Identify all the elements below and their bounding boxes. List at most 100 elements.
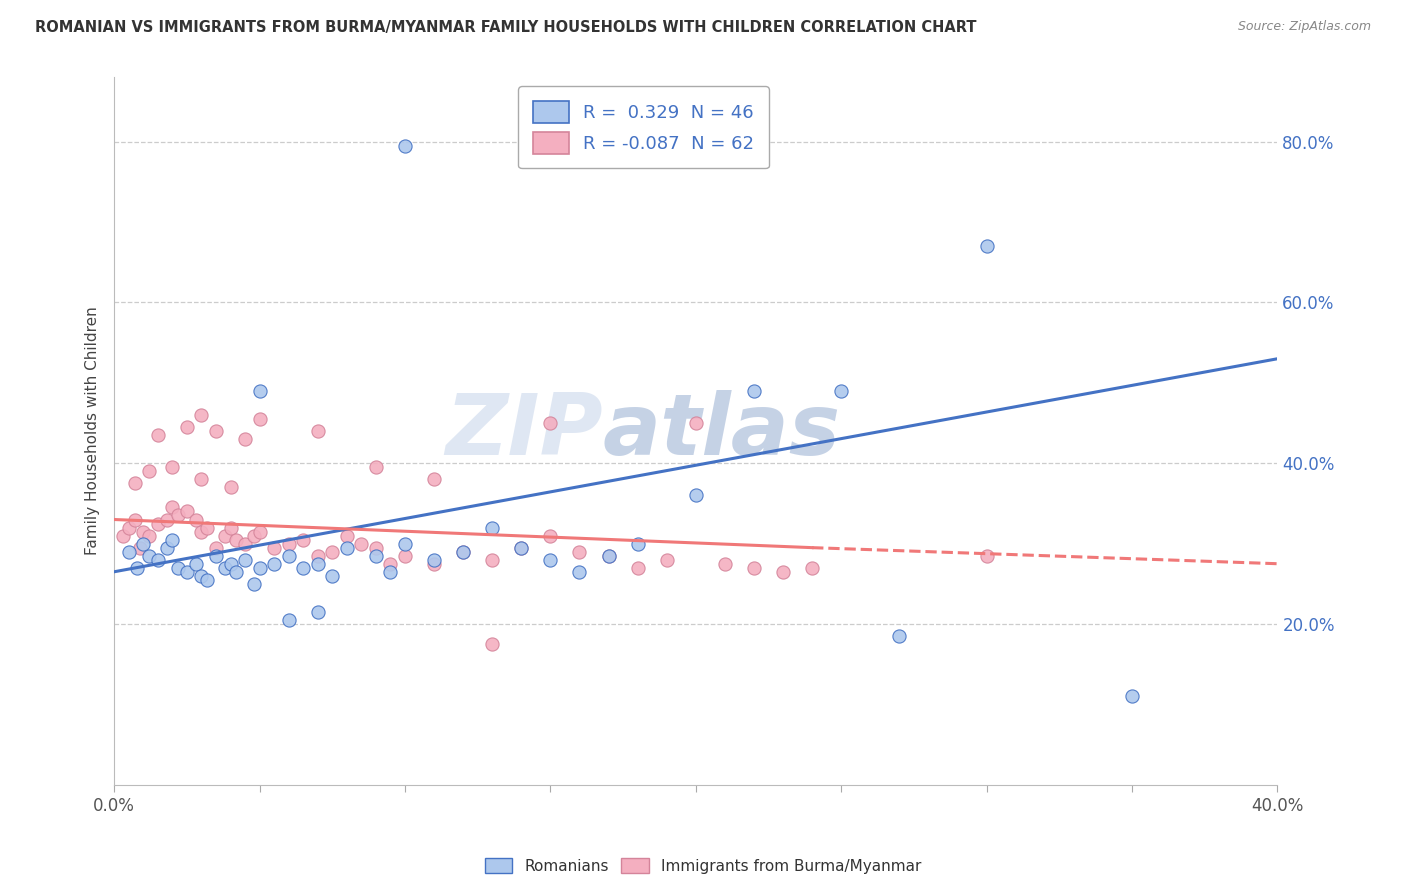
Point <box>307 605 329 619</box>
Point <box>219 520 242 534</box>
Point <box>176 565 198 579</box>
Point <box>132 536 155 550</box>
Point <box>451 544 474 558</box>
Point <box>627 536 650 550</box>
Point <box>538 552 561 566</box>
Point <box>801 560 824 574</box>
Point <box>510 541 533 555</box>
Point <box>423 557 446 571</box>
Point <box>155 512 177 526</box>
Point <box>138 549 160 563</box>
Point <box>118 544 141 558</box>
Point <box>742 384 765 398</box>
Point <box>336 528 359 542</box>
Point <box>568 565 591 579</box>
Point <box>132 524 155 539</box>
Point <box>190 568 212 582</box>
Point <box>242 576 264 591</box>
Point <box>364 541 387 555</box>
Point <box>155 541 177 555</box>
Point <box>538 416 561 430</box>
Point <box>124 512 146 526</box>
Point <box>118 520 141 534</box>
Point <box>124 476 146 491</box>
Point <box>321 544 343 558</box>
Point <box>742 560 765 574</box>
Point <box>277 549 299 563</box>
Point <box>162 533 184 547</box>
Point <box>481 637 503 651</box>
Point <box>336 541 359 555</box>
Point <box>127 560 149 574</box>
Point <box>380 565 402 579</box>
Point <box>627 560 650 574</box>
Point <box>225 533 247 547</box>
Point <box>205 549 228 563</box>
Point <box>225 565 247 579</box>
Point <box>233 536 256 550</box>
Point <box>176 504 198 518</box>
Point <box>598 549 620 563</box>
Point <box>195 520 218 534</box>
Point <box>714 557 737 571</box>
Point <box>242 528 264 542</box>
Point <box>538 528 561 542</box>
Point <box>162 500 184 515</box>
Point <box>184 512 207 526</box>
Point <box>205 424 228 438</box>
Point <box>277 613 299 627</box>
Point <box>167 560 190 574</box>
Point <box>195 573 218 587</box>
Point <box>263 557 285 571</box>
Point <box>219 557 242 571</box>
Point <box>598 549 620 563</box>
Point <box>307 549 329 563</box>
Point <box>249 560 271 574</box>
Point <box>190 472 212 486</box>
Point <box>423 552 446 566</box>
Point <box>146 516 169 531</box>
Point <box>307 557 329 571</box>
Point <box>655 552 678 566</box>
Point <box>190 408 212 422</box>
Point <box>233 432 256 446</box>
Point <box>249 384 271 398</box>
Point <box>976 239 998 253</box>
Y-axis label: Family Households with Children: Family Households with Children <box>86 307 100 556</box>
Point <box>481 552 503 566</box>
Point <box>249 524 271 539</box>
Point <box>219 480 242 494</box>
Point <box>364 460 387 475</box>
Point <box>176 420 198 434</box>
Point <box>451 544 474 558</box>
Point <box>380 557 402 571</box>
Point <box>394 536 416 550</box>
Point <box>111 528 134 542</box>
Point <box>889 629 911 643</box>
Point <box>568 544 591 558</box>
Point <box>214 528 236 542</box>
Point <box>423 472 446 486</box>
Point <box>233 552 256 566</box>
Point <box>184 557 207 571</box>
Point <box>146 428 169 442</box>
Point <box>394 138 416 153</box>
Point <box>510 541 533 555</box>
Legend: Romanians, Immigrants from Burma/Myanmar: Romanians, Immigrants from Burma/Myanmar <box>478 852 928 880</box>
Point <box>167 508 190 523</box>
Point <box>772 565 794 579</box>
Point <box>364 549 387 563</box>
Point <box>307 424 329 438</box>
Point <box>249 412 271 426</box>
Point <box>162 460 184 475</box>
Point <box>138 528 160 542</box>
Text: Source: ZipAtlas.com: Source: ZipAtlas.com <box>1237 20 1371 33</box>
Point <box>394 549 416 563</box>
Point <box>292 533 315 547</box>
Legend: R =  0.329  N = 46, R = -0.087  N = 62: R = 0.329 N = 46, R = -0.087 N = 62 <box>519 87 769 169</box>
Point <box>277 536 299 550</box>
Text: ZIP: ZIP <box>446 390 603 473</box>
Point <box>292 560 315 574</box>
Point <box>214 560 236 574</box>
Point <box>481 520 503 534</box>
